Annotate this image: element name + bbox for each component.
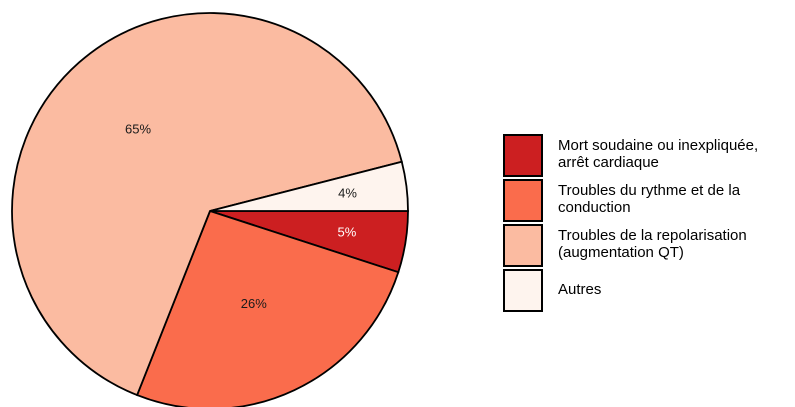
pie-slices [11,12,409,407]
pie-label-mort-soudaine: 5% [338,225,357,240]
pie-label-troubles-rythme: 26% [241,296,267,311]
pie-slice-troubles-rythme [135,209,400,407]
pie-label-troubles-repolarisation: 65% [125,121,151,136]
legend-item-mort-soudaine: Mort soudaine ou inexpliquée, arrêt card… [503,134,793,179]
legend-swatch [503,134,543,177]
legend: Mort soudaine ou inexpliquée, arrêt card… [503,134,793,314]
legend-label: Troubles de la repolarisation (augmentat… [558,227,747,261]
pie-slice-troubles-repolarisation [11,12,403,397]
legend-swatch [503,269,543,312]
legend-item-autres: Autres [503,269,793,314]
pie-value-labels: 5% 26% 65% 4% [125,121,357,311]
legend-label: Mort soudaine ou inexpliquée, arrêt card… [558,137,759,171]
legend-label: Autres [558,281,602,298]
legend-item-troubles-repolarisation: Troubles de la repolarisation (augmentat… [503,224,793,269]
legend-item-troubles-rythme: Troubles du rythme et de la conduction [503,179,793,224]
legend-swatch [503,224,543,267]
legend-swatch [503,179,543,222]
pie-slice-autres [209,160,409,212]
pie-label-autres: 4% [338,186,357,201]
legend-label: Troubles du rythme et de la conduction [558,182,741,216]
